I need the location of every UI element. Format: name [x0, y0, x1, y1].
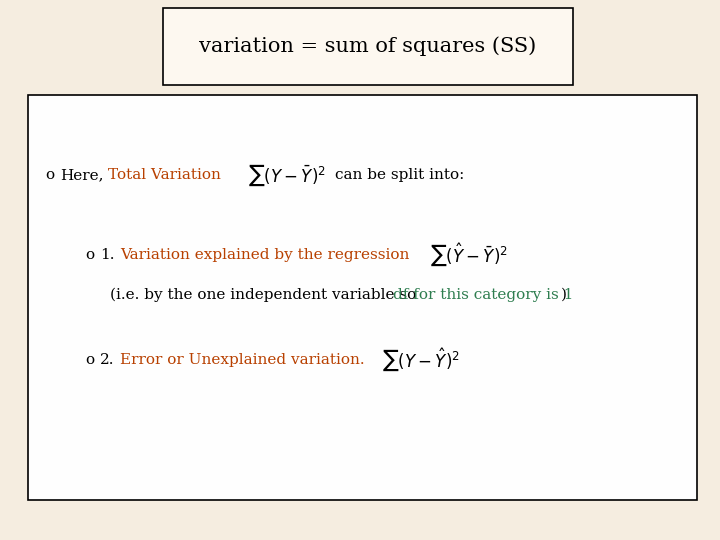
- Text: can be split into:: can be split into:: [335, 168, 464, 182]
- Text: o: o: [45, 168, 54, 182]
- Text: $\sum(\hat{Y}-\bar{Y})^2$: $\sum(\hat{Y}-\bar{Y})^2$: [430, 241, 508, 268]
- Text: Error or Unexplained variation.: Error or Unexplained variation.: [120, 353, 364, 367]
- Text: $\sum(Y-\bar{Y})^2$: $\sum(Y-\bar{Y})^2$: [248, 163, 326, 188]
- Text: 2.: 2.: [100, 353, 114, 367]
- Text: $\sum(Y-\hat{Y})^2$: $\sum(Y-\hat{Y})^2$: [382, 347, 460, 374]
- FancyBboxPatch shape: [28, 95, 697, 500]
- Text: o: o: [85, 353, 94, 367]
- Text: df for this category is 1: df for this category is 1: [393, 288, 573, 302]
- Text: o: o: [85, 248, 94, 262]
- Text: Total Variation: Total Variation: [108, 168, 221, 182]
- Text: 1.: 1.: [100, 248, 114, 262]
- Text: (i.e. by the one independent variable so: (i.e. by the one independent variable so: [110, 288, 416, 302]
- FancyBboxPatch shape: [163, 8, 573, 85]
- Text: Here,: Here,: [60, 168, 104, 182]
- Text: Variation explained by the regression: Variation explained by the regression: [120, 248, 410, 262]
- Text: variation = sum of squares (SS): variation = sum of squares (SS): [199, 37, 536, 56]
- Text: ): ): [561, 288, 567, 302]
